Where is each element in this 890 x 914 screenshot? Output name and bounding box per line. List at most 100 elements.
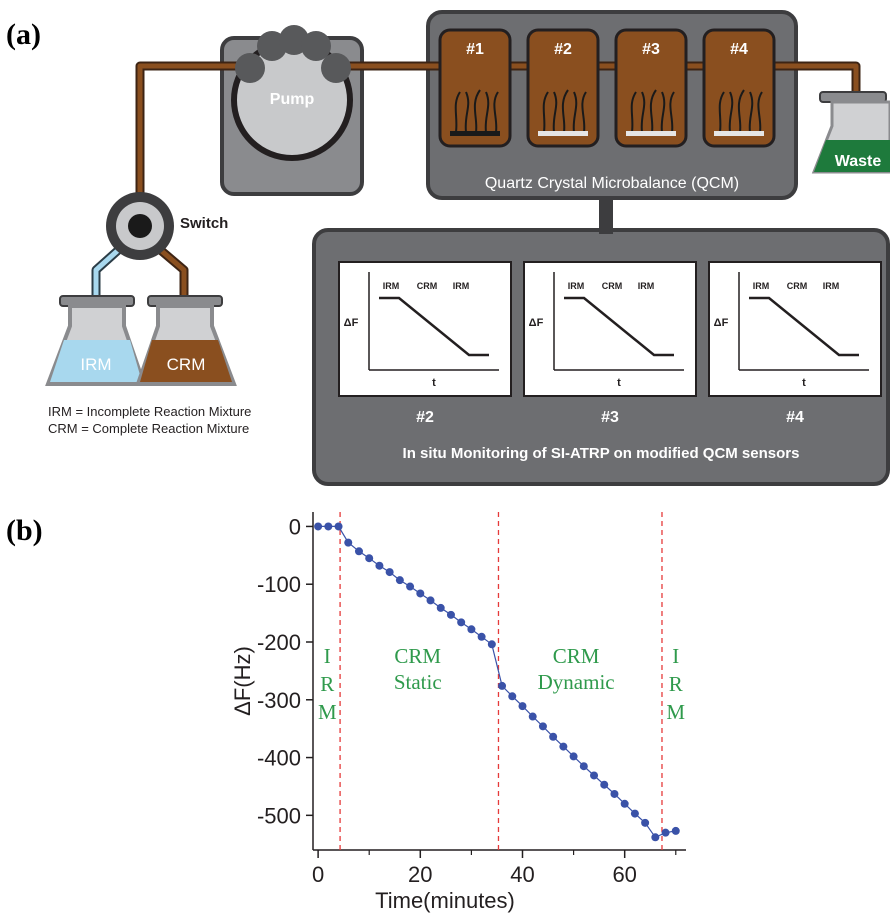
phase-label: Static bbox=[394, 670, 442, 694]
waste-label: Waste bbox=[835, 153, 882, 170]
data-point bbox=[334, 522, 343, 531]
crm-flask-label: CRM bbox=[167, 355, 206, 374]
mini-chart-3-phase-label: CRM bbox=[602, 281, 623, 291]
mini-chart-3-ylabel: ΔF bbox=[529, 317, 544, 329]
data-point bbox=[385, 568, 394, 577]
mini-chart-3-xlabel: t bbox=[617, 377, 621, 389]
data-point bbox=[661, 828, 670, 837]
data-point bbox=[324, 522, 333, 531]
data-point bbox=[600, 780, 609, 789]
phase-label: Dynamic bbox=[538, 670, 615, 694]
data-point bbox=[426, 596, 435, 605]
data-point bbox=[528, 712, 537, 721]
qcm-cell-1-label: #1 bbox=[466, 41, 484, 58]
data-point bbox=[446, 610, 455, 619]
data-point bbox=[406, 582, 415, 591]
data-point bbox=[436, 603, 445, 612]
phase-label: M bbox=[318, 700, 337, 724]
pump-wheel bbox=[231, 25, 353, 161]
data-point bbox=[365, 554, 374, 563]
data-point bbox=[416, 589, 425, 598]
qcm-monitor-connector bbox=[599, 196, 613, 234]
irm-flask: IRM bbox=[45, 295, 147, 386]
data-point bbox=[395, 576, 404, 585]
x-axis-title: Time(minutes) bbox=[375, 888, 515, 913]
panel-b-label: (b) bbox=[6, 514, 43, 547]
data-point bbox=[590, 771, 599, 780]
y-axis-title: ΔF(Hz) bbox=[230, 646, 255, 716]
mini-chart-4-phase-label: IRM bbox=[753, 281, 770, 291]
mini-chart-3-id: #3 bbox=[601, 409, 619, 426]
irm-flask-label: IRM bbox=[80, 355, 111, 374]
mini-chart-3-phase-label: IRM bbox=[638, 281, 655, 291]
data-point bbox=[671, 826, 680, 835]
x-tick-label: 20 bbox=[408, 862, 432, 887]
data-point bbox=[498, 681, 507, 690]
legend-crm: CRM = Complete Reaction Mixture bbox=[48, 421, 249, 436]
mini-chart-4-id: #4 bbox=[786, 409, 804, 426]
phase-label: R bbox=[669, 672, 683, 696]
data-point bbox=[610, 789, 619, 798]
mini-chart-2: IRM CRM IRM ΔF t bbox=[338, 261, 512, 397]
qcm-cell-3-label: #3 bbox=[642, 41, 660, 58]
data-point bbox=[487, 640, 496, 649]
phase-label: I bbox=[324, 644, 331, 668]
data-point bbox=[641, 818, 650, 827]
qcm-cell-3: #3 bbox=[614, 28, 688, 148]
qcm-label: Quartz Crystal Microbalance (QCM) bbox=[485, 175, 739, 192]
mini-chart-2-phase-label: CRM bbox=[417, 281, 438, 291]
phase-label: R bbox=[320, 672, 334, 696]
mini-chart-4-phase-label: CRM bbox=[787, 281, 808, 291]
data-point bbox=[559, 742, 568, 751]
mini-chart-4-xlabel: t bbox=[802, 377, 806, 389]
mini-chart-4-phase-label: IRM bbox=[823, 281, 840, 291]
data-point bbox=[477, 632, 486, 641]
data-point bbox=[549, 732, 558, 741]
pump-label: Pump bbox=[270, 91, 315, 108]
qcm-cell-2-label: #2 bbox=[554, 41, 572, 58]
y-tick-label: -400 bbox=[257, 746, 301, 771]
mini-chart-3: IRM CRM IRM ΔF t bbox=[523, 261, 697, 397]
legend-irm: IRM = Incomplete Reaction Mixture bbox=[48, 404, 251, 419]
monitor-caption: In situ Monitoring of SI-ATRP on modifie… bbox=[403, 445, 800, 462]
mini-chart-4: IRM CRM IRM ΔF t bbox=[708, 261, 882, 397]
phase-label: CRM bbox=[553, 644, 600, 668]
data-point bbox=[630, 809, 639, 818]
phase-label: I bbox=[672, 644, 679, 668]
x-tick-label: 60 bbox=[612, 862, 636, 887]
frequency-chart: 0-100-200-300-400-500 0 20 40 60 IRMCRMStat… bbox=[230, 512, 686, 913]
data-point bbox=[538, 722, 547, 731]
qcm-cell-4-label: #4 bbox=[730, 41, 748, 58]
y-tick-label: -300 bbox=[257, 688, 301, 713]
data-point bbox=[344, 538, 353, 547]
phase-label: CRM bbox=[394, 644, 441, 668]
mini-chart-2-phase-label: IRM bbox=[383, 281, 400, 291]
series-line bbox=[318, 525, 676, 839]
data-point bbox=[651, 833, 660, 842]
data-point bbox=[569, 752, 578, 761]
switch-label: Switch bbox=[180, 215, 228, 232]
waste-flask: Waste bbox=[811, 91, 890, 174]
switch-valve[interactable] bbox=[106, 192, 174, 260]
qcm-cell-4: #4 bbox=[702, 28, 776, 148]
crm-flask: CRM bbox=[135, 295, 237, 386]
mini-chart-2-xlabel: t bbox=[432, 377, 436, 389]
data-point bbox=[620, 799, 629, 808]
data-point bbox=[508, 692, 517, 701]
y-tick-label: -100 bbox=[257, 572, 301, 597]
x-tick-label: 40 bbox=[510, 862, 534, 887]
data-point bbox=[579, 762, 588, 771]
mini-chart-2-ylabel: ΔF bbox=[344, 317, 359, 329]
y-tick-label: 0 bbox=[289, 514, 301, 539]
panel-a-label: (a) bbox=[6, 18, 41, 51]
data-point bbox=[467, 625, 476, 634]
y-tick-label: -500 bbox=[257, 803, 301, 828]
mini-chart-4-ylabel: ΔF bbox=[714, 317, 729, 329]
mini-chart-2-phase-label: IRM bbox=[453, 281, 470, 291]
data-point bbox=[314, 522, 323, 531]
data-point bbox=[375, 561, 384, 570]
phase-label: M bbox=[666, 700, 685, 724]
y-tick-label: -200 bbox=[257, 630, 301, 655]
x-tick-label: 0 bbox=[312, 862, 324, 887]
